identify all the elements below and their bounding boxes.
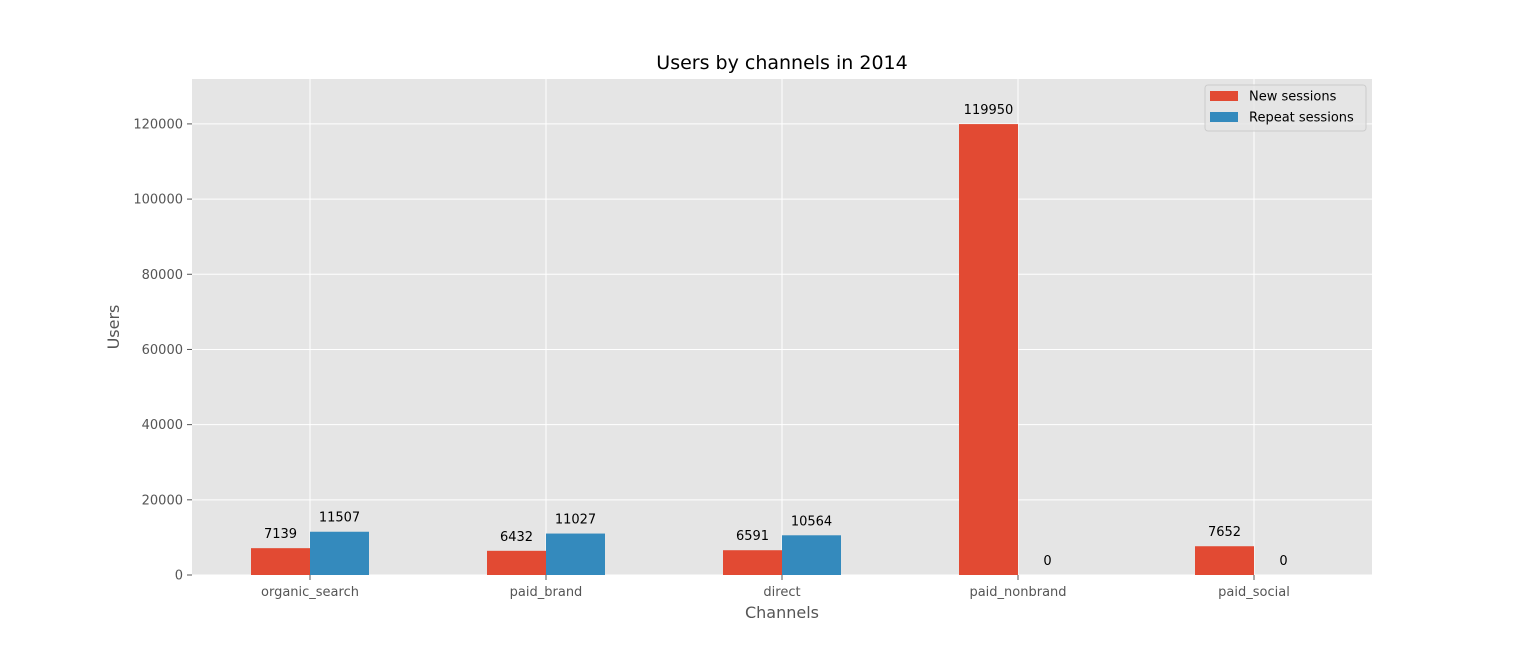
bar	[782, 535, 841, 575]
x-tick-label: paid_brand	[510, 585, 583, 600]
x-axis-ticks: organic_search paid_brand direct paid_nonbr…	[261, 575, 1290, 600]
legend-entry-label: Repeat sessions	[1249, 111, 1354, 126]
bar-value-label: 6432	[500, 530, 533, 545]
y-tick-label: 60000	[142, 343, 183, 358]
y-tick-label: 40000	[142, 418, 183, 433]
x-tick-label: organic_search	[261, 585, 359, 600]
legend-swatch	[1210, 112, 1238, 122]
bar-value-label: 119950	[964, 103, 1014, 118]
bar-value-label: 11507	[319, 511, 360, 526]
bar	[546, 533, 605, 575]
y-tick-label: 120000	[133, 117, 183, 132]
bar-value-labels: 7139 6432 6591 119950 7652 11507 11027 10564 0 0	[264, 103, 1288, 569]
bar	[310, 531, 369, 575]
bar-value-label: 6591	[736, 529, 769, 544]
bar	[959, 124, 1018, 575]
y-axis-ticks: 0 20000 40000 60000 80000 100000 120000	[133, 117, 192, 584]
bar-value-label: 0	[1043, 554, 1051, 569]
y-tick-label: 100000	[133, 193, 183, 208]
bar-value-label: 7139	[264, 527, 297, 542]
legend-swatch	[1210, 91, 1238, 101]
bar-value-label: 11027	[555, 513, 596, 528]
y-tick-label: 0	[175, 569, 183, 584]
x-tick-label: direct	[763, 585, 800, 600]
x-tick-label: paid_nonbrand	[969, 585, 1066, 600]
y-axis-label: Users	[104, 305, 123, 350]
bars	[251, 124, 1254, 575]
legend: New sessions Repeat sessions	[1204, 84, 1367, 132]
legend-entry-label: New sessions	[1249, 90, 1337, 105]
bar-value-label: 0	[1279, 554, 1287, 569]
chart-title: Users by channels in 2014	[656, 52, 907, 74]
bar	[251, 548, 310, 575]
bar	[487, 550, 546, 575]
bar-value-label: 10564	[791, 514, 832, 529]
bar-value-label: 7652	[1208, 525, 1241, 540]
y-tick-label: 20000	[142, 493, 183, 508]
legend-box	[1204, 84, 1367, 132]
bar	[1195, 546, 1254, 575]
y-tick-label: 80000	[142, 268, 183, 283]
x-tick-label: paid_social	[1218, 585, 1290, 600]
x-axis-label: Channels	[745, 603, 819, 622]
bar	[723, 550, 782, 575]
